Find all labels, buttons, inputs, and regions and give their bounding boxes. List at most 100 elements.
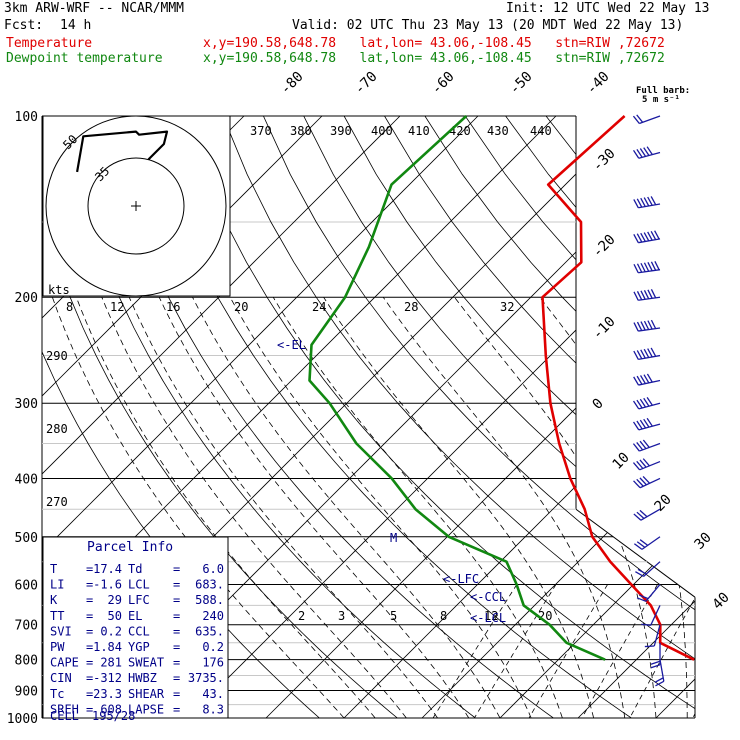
- barb-staff: [639, 442, 661, 452]
- parcel-label: CIN: [50, 671, 72, 685]
- theta-e-label: 410: [408, 124, 430, 138]
- wind-barb: [654, 659, 665, 687]
- pressure-tick-label: 400: [15, 472, 38, 487]
- barb-staff: [640, 508, 661, 521]
- parcel-equals: =: [86, 562, 93, 576]
- parcel-value: 240: [202, 609, 224, 623]
- parcel-equals: =: [173, 656, 180, 670]
- parcel-value: 176: [202, 656, 224, 670]
- forecast-label: Fcst:: [4, 18, 44, 33]
- wind-barb: [633, 230, 661, 244]
- dry-adiabat: [586, 116, 695, 718]
- barb-flag: [632, 400, 640, 410]
- wind-barb: [633, 373, 661, 386]
- theta-label: 290: [46, 349, 68, 363]
- barb-staff: [638, 402, 661, 410]
- hodograph-trace: [76, 130, 169, 173]
- parcel-equals: =: [173, 702, 180, 716]
- parcel-value: 23.3: [93, 687, 122, 701]
- barb-flag: [639, 440, 647, 450]
- wind-barb: [636, 584, 661, 602]
- mixing-ratio-label: 5: [390, 609, 397, 623]
- theta-label: 280: [46, 422, 68, 436]
- hodograph-ring-inner: [87, 157, 185, 255]
- level-annotations: <-EL <-LFC <-CCL <-LCL M: [277, 338, 506, 625]
- barb-staff: [638, 296, 661, 301]
- parcel-value: 1.84: [93, 640, 122, 654]
- moist-adiabat: [52, 297, 345, 718]
- wind-barb: [632, 417, 661, 431]
- barb-flag: [654, 230, 660, 240]
- dry-adiabat: [626, 116, 695, 718]
- pressure-tick-label: 600: [15, 578, 38, 593]
- wind-barb: [632, 397, 661, 410]
- wind-barb: [632, 439, 661, 452]
- dry-adiabat: [666, 116, 695, 718]
- parcel-equals: =: [173, 609, 180, 623]
- parcel-equals: =: [173, 671, 180, 685]
- mixing-ratio-line: [629, 584, 695, 718]
- speed-axis-label: 32: [500, 300, 514, 314]
- parcel-value: -1.6: [93, 578, 122, 592]
- speed-axis-label: 8: [66, 300, 73, 314]
- forecast-hour: 14 h: [60, 18, 92, 33]
- isotherm-line: [42, 116, 479, 718]
- barb-flag: [640, 290, 646, 300]
- barb-flag: [643, 232, 650, 242]
- speed-axis-label: 12: [110, 300, 124, 314]
- mixing-ratio-label: 8: [440, 609, 447, 623]
- barb-flag: [633, 513, 642, 521]
- barb-flag: [636, 114, 644, 123]
- barb-staff: [638, 269, 661, 274]
- theta-e-label: 380: [290, 124, 312, 138]
- barb-flag: [650, 196, 657, 206]
- parcel-cell-value: 195/28: [92, 709, 135, 723]
- init-time: Init: 12 UTC Wed 22 May 13: [506, 1, 710, 16]
- parcel-value: 635.: [195, 624, 224, 638]
- isotherm-line: [499, 116, 695, 718]
- mixing-ratio-label: 12: [484, 609, 498, 623]
- dewpoint-profile: [308, 115, 606, 661]
- speed-axis-label: 16: [166, 300, 180, 314]
- barb-flag: [640, 321, 646, 331]
- barb-flag: [647, 320, 653, 330]
- right-axis-slant: [575, 508, 696, 598]
- pressure-tick-label: 1000: [7, 712, 38, 727]
- barb-staff: [638, 379, 661, 386]
- moist-adiabat: [101, 297, 407, 718]
- barb-flag: [639, 459, 647, 468]
- barb-flag: [654, 677, 664, 683]
- parcel-value: 3735.: [188, 671, 224, 685]
- hodograph-ring-outer: [45, 115, 227, 297]
- isotherm-label: -20: [590, 232, 619, 261]
- parcel-label: LCL: [128, 578, 150, 592]
- barb-flag: [632, 149, 640, 159]
- level-annotation: <-EL: [277, 338, 306, 352]
- parcel-label: EL: [128, 609, 142, 623]
- barb-flag: [637, 568, 647, 575]
- barb-staff: [653, 624, 661, 647]
- moist-adiabat: [323, 296, 594, 718]
- barb-flag: [643, 397, 650, 407]
- isotherm-line: [734, 116, 740, 718]
- level-annotation: <-LFC: [443, 572, 479, 586]
- wind-barb: [635, 561, 661, 577]
- parcel-label: SWEAT: [128, 656, 164, 670]
- parcel-equals: =: [173, 562, 180, 576]
- isotherm-line: [187, 116, 695, 718]
- barb-flag: [633, 543, 643, 550]
- wind-barb: [644, 624, 661, 648]
- barb-flag: [642, 458, 650, 467]
- parcel-equals: =: [173, 624, 180, 638]
- theta-e-label: 420: [449, 124, 471, 138]
- barb-flag: [632, 462, 641, 471]
- barb-flag: [633, 480, 641, 489]
- barb-flag: [647, 348, 653, 358]
- barb-flag: [636, 375, 643, 385]
- isotherm-label: -10: [590, 314, 619, 343]
- moist-adiabat: [636, 296, 695, 718]
- parcel-label: LI: [50, 578, 64, 592]
- moist-adiabat: [229, 297, 532, 718]
- level-annotation: <-LCL: [470, 611, 506, 625]
